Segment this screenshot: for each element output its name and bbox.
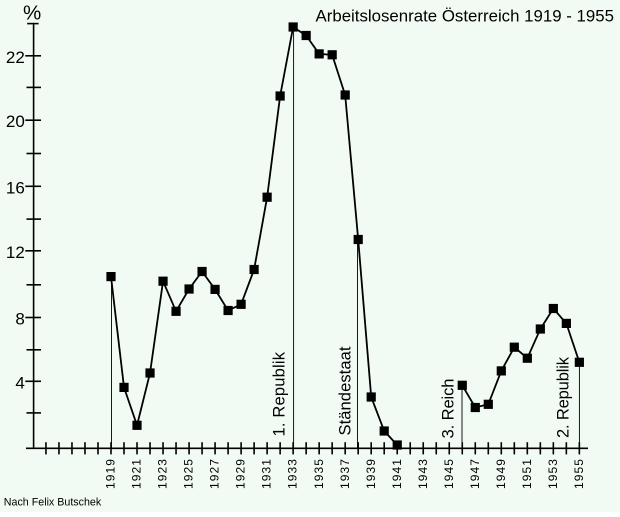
svg-text:20: 20	[6, 112, 25, 131]
svg-text:1949: 1949	[494, 459, 508, 489]
svg-text:1943: 1943	[416, 459, 430, 489]
svg-text:1929: 1929	[234, 459, 248, 489]
svg-text:1953: 1953	[546, 459, 560, 489]
svg-text:3. Reich: 3. Reich	[439, 379, 457, 439]
svg-text:1919: 1919	[104, 459, 118, 489]
svg-text:Ständestaat: Ständestaat	[337, 346, 355, 435]
svg-text:12: 12	[6, 243, 25, 262]
svg-text:1923: 1923	[156, 459, 170, 489]
svg-text:1935: 1935	[312, 459, 326, 489]
svg-text:1947: 1947	[468, 459, 482, 489]
svg-text:1939: 1939	[364, 459, 378, 489]
svg-text:1955: 1955	[572, 459, 586, 489]
svg-text:1933: 1933	[286, 459, 300, 489]
svg-text:22: 22	[6, 48, 25, 67]
svg-text:%: %	[23, 2, 41, 25]
svg-text:1945: 1945	[442, 459, 456, 489]
svg-text:4: 4	[15, 373, 24, 392]
svg-text:1931: 1931	[260, 459, 274, 489]
svg-text:1921: 1921	[130, 459, 144, 489]
svg-text:2. Republik: 2. Republik	[554, 356, 572, 438]
svg-text:1941: 1941	[390, 459, 404, 489]
svg-text:1951: 1951	[520, 459, 534, 489]
svg-text:Nach Felix Butschek: Nach Felix Butschek	[4, 497, 102, 509]
svg-text:1. Republik: 1. Republik	[271, 351, 289, 436]
svg-text:1927: 1927	[208, 459, 222, 489]
svg-text:1937: 1937	[338, 459, 352, 489]
svg-text:16: 16	[6, 178, 25, 197]
svg-text:1925: 1925	[182, 459, 196, 489]
svg-text:8: 8	[15, 310, 24, 329]
svg-text:Arbeitslosenrate Österreich 19: Arbeitslosenrate Österreich 1919 - 1955	[316, 7, 615, 26]
